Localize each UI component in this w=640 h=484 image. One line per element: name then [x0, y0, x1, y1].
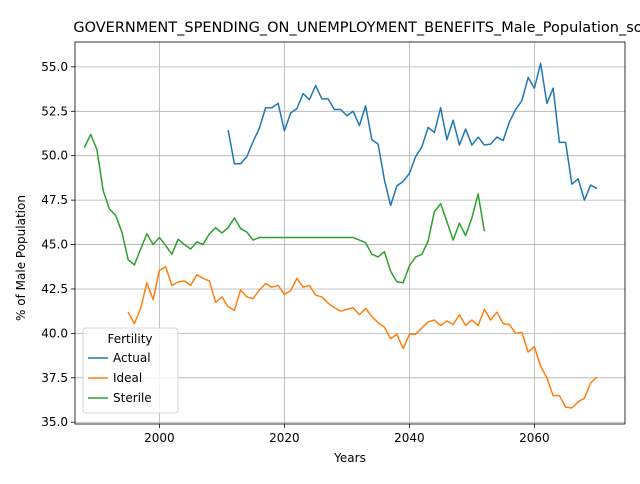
series-line-sterile	[83, 133, 486, 284]
y-tick-label: 40.0	[41, 326, 68, 340]
y-tick-label: 55.0	[41, 60, 68, 74]
y-tick-label: 47.5	[41, 193, 68, 207]
y-tick-label: 37.5	[41, 371, 68, 385]
legend-box	[82, 327, 179, 414]
y-tick-label: 52.5	[41, 104, 68, 118]
y-tick-label: 50.0	[41, 149, 68, 163]
y-tick-label: 42.5	[41, 282, 68, 296]
y-tick-label: 45.0	[41, 238, 68, 252]
legend-label: Actual	[113, 351, 151, 365]
x-tick-label: 2000	[144, 431, 175, 445]
y-axis-label: % of Male Population	[14, 195, 28, 321]
legend: Fertility Actual Ideal Sterile	[82, 327, 179, 414]
series-line-ideal	[127, 266, 598, 409]
x-axis-label: Years	[333, 451, 366, 465]
legend-item-ideal: Ideal	[88, 371, 142, 385]
series-lines	[83, 62, 598, 409]
x-tick-label: 2040	[394, 431, 425, 445]
series-line-actual	[227, 62, 598, 207]
x-tick-label: 2020	[269, 431, 300, 445]
chart-title: GOVERNMENT_SPENDING_ON_UNEMPLOYMENT_BENE…	[73, 20, 640, 36]
y-axis-ticks: 35.0 37.5 40.0 42.5 45.0 47.5 50.0 52.5 55.0	[41, 60, 75, 429]
y-tick-label: 35.0	[41, 415, 68, 429]
legend-title: Fertility	[107, 332, 152, 346]
legend-label: Ideal	[113, 371, 142, 385]
grid-lines	[75, 42, 625, 424]
legend-item-sterile: Sterile	[88, 391, 152, 405]
x-tick-label: 2060	[519, 431, 550, 445]
x-axis-ticks: 2000 2020 2040 2060	[144, 424, 550, 445]
legend-label: Sterile	[113, 391, 152, 405]
legend-item-actual: Actual	[88, 351, 151, 365]
plot-area-frame	[74, 41, 626, 425]
